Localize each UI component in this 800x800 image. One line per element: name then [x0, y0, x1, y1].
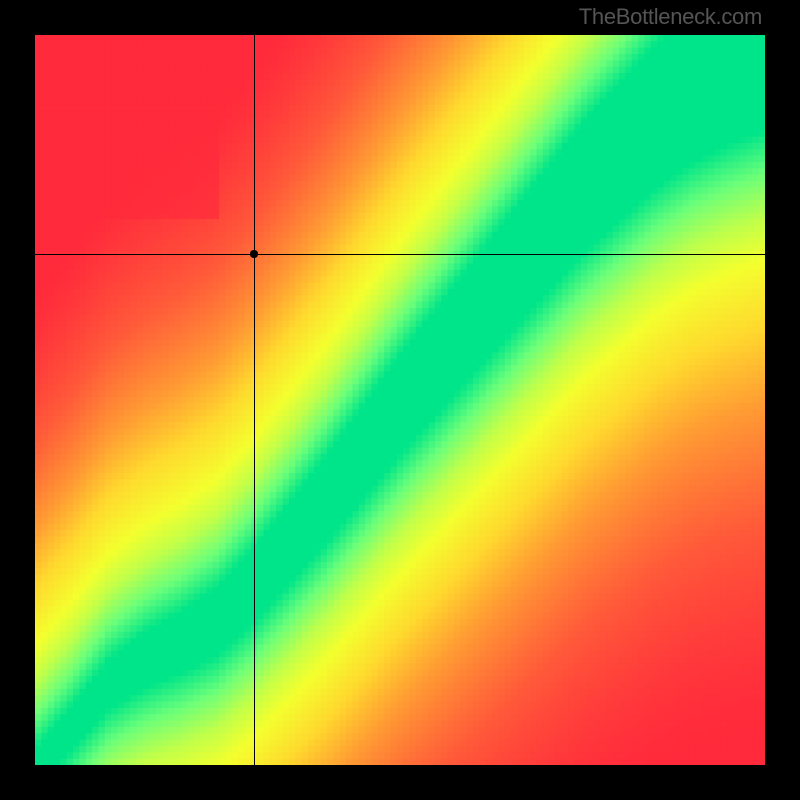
chart-container: TheBottleneck.com: [0, 0, 800, 800]
heatmap-canvas: [35, 35, 765, 765]
heatmap-plot: [35, 35, 765, 765]
watermark-text: TheBottleneck.com: [579, 4, 762, 30]
